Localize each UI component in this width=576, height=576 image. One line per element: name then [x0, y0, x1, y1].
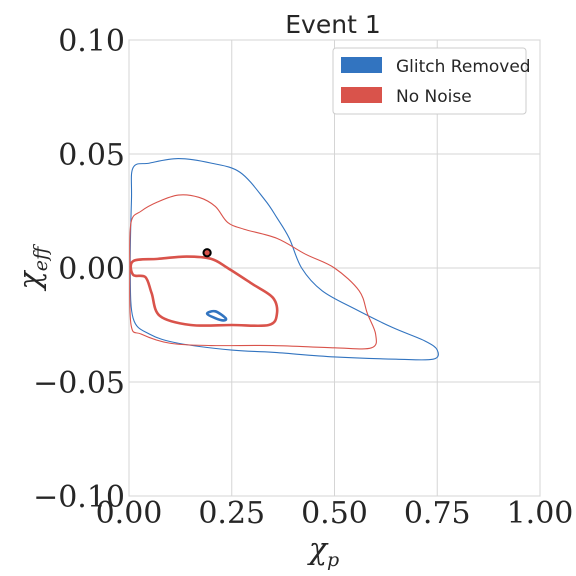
y-axis-symbol: χ — [13, 269, 48, 291]
y-tick-label: 0.05 — [58, 138, 125, 173]
legend-label-glitch-removed: Glitch Removed — [396, 57, 531, 77]
no-noise-contour-outer — [129, 194, 377, 350]
y-tick-label: −0.10 — [33, 480, 125, 515]
legend-swatch-no-noise — [341, 87, 382, 103]
y-tick-label: 0.10 — [58, 24, 125, 59]
glitch-removed-contour-outer — [129, 158, 439, 361]
x-tick-label: 0.50 — [301, 496, 368, 531]
contour-lines — [129, 158, 439, 361]
no-noise-contour-inner — [129, 255, 279, 328]
y-tick-label: 0.00 — [58, 252, 125, 287]
y-axis-subscript: eff — [30, 243, 52, 271]
x-tick-label: 0.00 — [96, 496, 163, 531]
x-tick-label: 0.25 — [198, 496, 265, 531]
x-axis-symbol: χ — [307, 532, 329, 567]
true-value-marker — [202, 248, 212, 258]
chart-title: Event 1 — [285, 10, 380, 39]
x-tick-labels: 0.00 0.25 0.50 0.75 1.00 — [96, 496, 574, 531]
glitch-removed-contour-inner — [205, 309, 228, 322]
y-axis-title: χeff — [13, 243, 52, 291]
grid-lines — [128, 39, 541, 497]
y-tick-label: −0.05 — [33, 366, 125, 401]
legend-swatch-glitch-removed — [341, 57, 382, 73]
true-value-point — [202, 248, 212, 258]
legend-label-no-noise: No Noise — [396, 87, 472, 107]
x-axis-subscript: p — [327, 549, 339, 571]
x-tick-label: 0.75 — [404, 496, 471, 531]
x-tick-label: 1.00 — [507, 496, 574, 531]
legend: Glitch Removed No Noise — [332, 47, 531, 115]
x-axis-title: χp — [307, 532, 339, 571]
y-tick-labels: −0.10 −0.05 0.00 0.05 0.10 — [33, 24, 125, 515]
